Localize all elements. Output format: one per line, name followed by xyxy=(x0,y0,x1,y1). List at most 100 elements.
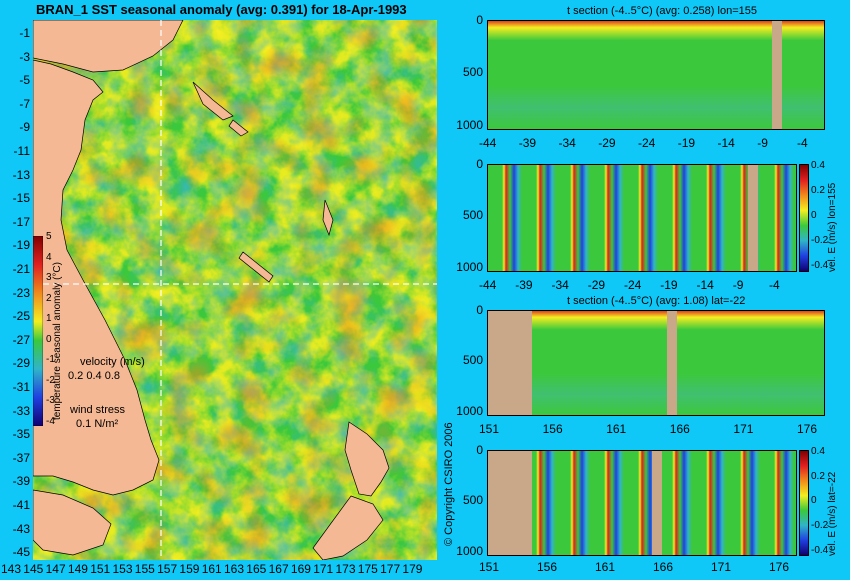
panel-x-tick: 171 xyxy=(733,422,754,436)
sst-anomaly-map xyxy=(33,20,437,560)
panel-x-tick: -44 xyxy=(479,136,497,150)
panel-x-tick: -4 xyxy=(769,278,780,292)
lat-tick-label: -11 xyxy=(13,144,30,158)
panel-y-tick: 500 xyxy=(462,208,483,223)
panel-x-tick: 161 xyxy=(595,560,616,574)
panel-y-tick: 500 xyxy=(462,353,483,368)
lon-tick-label: 163 xyxy=(224,562,245,576)
lon-tick-label: 153 xyxy=(112,562,133,576)
velocity-colorbar-tick: -0.4 xyxy=(811,544,829,556)
lon-tick-label: 151 xyxy=(90,562,111,576)
panel-x-tick: 156 xyxy=(542,422,563,436)
section-plot xyxy=(487,164,797,272)
sst-colorbar-label: temperature seasonal anomaly (°C) xyxy=(52,262,63,420)
sst-colorbar-tick: 5 xyxy=(46,231,52,242)
velocity-colorbar-tick: 0 xyxy=(811,495,817,507)
panel-x-tick: -24 xyxy=(638,136,656,150)
lon-tick-label: 173 xyxy=(335,562,356,576)
lon-tick-label: 159 xyxy=(179,562,200,576)
panel-x-tick: -14 xyxy=(717,136,735,150)
lon-tick-label: 145 xyxy=(23,562,44,576)
panel-y-tick: 1000 xyxy=(456,543,483,558)
lat-tick-label: -19 xyxy=(12,238,30,253)
panel-x-tick: -4 xyxy=(797,136,808,150)
panel-y-tick: 0 xyxy=(476,157,483,171)
velocity-colorbar-tick: 0.4 xyxy=(811,160,825,171)
panel-x-tick: -14 xyxy=(696,278,714,292)
lat-tick-label: -29 xyxy=(12,356,30,371)
panel-x-tick: 176 xyxy=(797,422,818,436)
panel-x-tick: -44 xyxy=(479,278,497,292)
sst-colorbar-tick: -1 xyxy=(46,354,55,365)
sst-colorbar-tick: 2 xyxy=(46,292,52,304)
lat-tick-label: -39 xyxy=(12,474,30,489)
panel-x-tick: -39 xyxy=(515,278,533,292)
velocity-legend-scale: 0.2 0.4 0.8 xyxy=(68,370,120,382)
velocity-colorbar-tick: -0.4 xyxy=(811,260,829,272)
panel-x-tick: -24 xyxy=(624,278,642,292)
land-mask xyxy=(667,311,677,415)
lat-tick-label: -9 xyxy=(19,120,30,135)
velocity-colorbar-tick: 0.2 xyxy=(811,470,825,482)
sst-colorbar-tick: -4 xyxy=(46,415,55,427)
lon-tick-label: 169 xyxy=(290,562,311,576)
lon-tick-label: 179 xyxy=(402,562,423,576)
copyright-text: © Copyright CSIRO 2006 xyxy=(443,422,455,546)
velocity-colorbar xyxy=(799,164,809,272)
lat-tick-label: -31 xyxy=(12,380,30,394)
lat-tick-label: -37 xyxy=(12,450,30,465)
lat-tick-label: -15 xyxy=(12,191,30,206)
section-plot xyxy=(487,20,825,130)
section-plot xyxy=(487,310,825,416)
land-mask xyxy=(488,451,532,555)
section-plot xyxy=(487,450,797,556)
panel-title: t section (-4..5°C) (avg: 1.08) lat=-22 xyxy=(567,295,746,307)
lat-tick-label: -7 xyxy=(19,96,30,111)
velocity-colorbar-label: vel. E (m/s) lat=-22 xyxy=(827,471,838,556)
lon-tick-label: 161 xyxy=(201,562,222,576)
panel-y-tick: 0 xyxy=(476,443,483,457)
velocity-colorbar-tick: -0.2 xyxy=(811,519,829,531)
panel-x-tick: 161 xyxy=(606,422,627,436)
map-title: BRAN_1 SST seasonal anomaly (avg: 0.391)… xyxy=(36,2,407,17)
panel-x-tick: 176 xyxy=(769,560,790,574)
lon-tick-label: 143 xyxy=(1,562,22,576)
lat-tick-label: -17 xyxy=(12,214,30,229)
lat-tick-label: -13 xyxy=(12,167,30,182)
lon-tick-label: 155 xyxy=(134,562,155,576)
velocity-colorbar-tick: 0.4 xyxy=(811,446,825,457)
velocity-legend-label: velocity (m/s) xyxy=(80,356,145,368)
lat-tick-label: -5 xyxy=(19,73,30,88)
panel-y-tick: 500 xyxy=(462,65,483,80)
panel-x-tick: -9 xyxy=(732,278,744,292)
panel-x-tick: -19 xyxy=(677,136,696,150)
lat-tick-label: -23 xyxy=(12,285,30,300)
panel-x-tick: -19 xyxy=(660,278,678,292)
panel-x-tick: 166 xyxy=(669,422,690,436)
velocity-colorbar-tick: 0.2 xyxy=(811,185,825,197)
panel-x-tick: 166 xyxy=(653,560,674,574)
sst-colorbar-tick: 4 xyxy=(46,251,52,263)
sst-colorbar xyxy=(33,236,43,426)
lon-tick-label: 177 xyxy=(380,562,401,576)
panel-y-tick: 1000 xyxy=(456,259,483,274)
lat-tick-label: -25 xyxy=(12,309,30,324)
velocity-colorbar-label: vel. E (m/s) lon=155 xyxy=(827,182,838,272)
panel-x-tick: 156 xyxy=(537,560,558,574)
wind-legend-label: wind stress xyxy=(70,404,126,416)
panel-x-tick: 151 xyxy=(479,560,500,574)
lat-tick-label: -43 xyxy=(12,521,30,536)
panel-title: t section (-4..5°C) (avg: 0.258) lon=155 xyxy=(567,5,757,17)
lon-tick-label: 175 xyxy=(357,562,378,576)
lon-tick-label: 157 xyxy=(157,562,178,576)
sst-colorbar-tick: 0 xyxy=(46,333,52,345)
sst-colorbar-tick: 1 xyxy=(46,313,52,324)
land-mask xyxy=(772,21,782,129)
sst-colorbar-tick: 3 xyxy=(46,272,52,283)
panel-y-tick: 500 xyxy=(462,493,483,508)
panel-x-tick: -34 xyxy=(558,136,576,150)
panel-y-tick: 1000 xyxy=(456,403,483,418)
panel-y-tick: 0 xyxy=(476,303,483,317)
panel-y-tick: 0 xyxy=(476,13,483,27)
panel-y-tick: 1000 xyxy=(456,117,483,132)
